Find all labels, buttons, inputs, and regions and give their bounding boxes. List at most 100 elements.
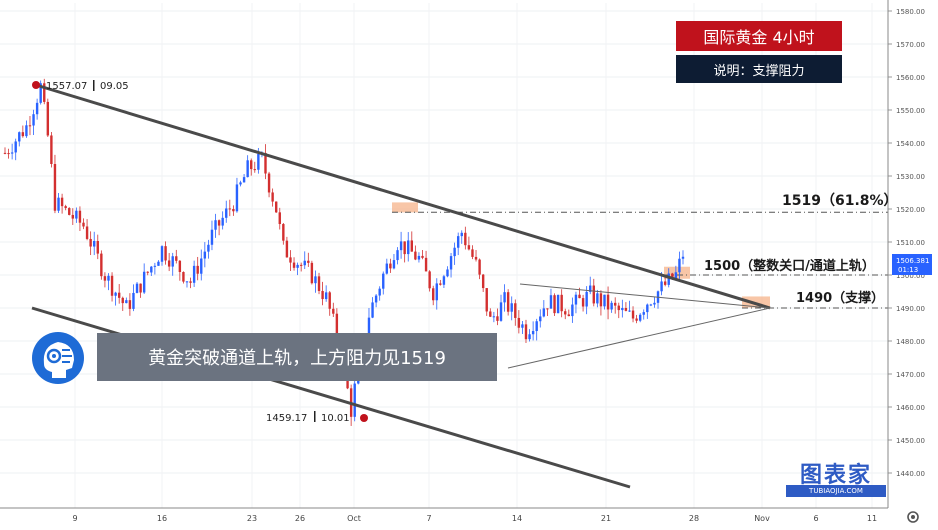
candle-body	[546, 308, 549, 310]
candle-body	[157, 261, 160, 266]
y-tick-label: 1500.00	[896, 272, 925, 280]
candle-body	[68, 208, 71, 215]
y-tick-label: 1460.00	[896, 404, 925, 412]
candle-body	[53, 163, 57, 211]
candle-body	[100, 253, 103, 277]
price-tag-value: 1506.381	[896, 257, 929, 265]
candle-body	[239, 182, 242, 185]
candle-body	[410, 240, 413, 252]
candle-body	[467, 245, 471, 250]
gear-icon[interactable]	[907, 511, 919, 523]
low-marker	[360, 414, 368, 422]
y-tick-label: 1450.00	[896, 437, 925, 445]
candle-body	[606, 294, 610, 310]
candle-body	[514, 303, 517, 318]
candle-body	[549, 295, 553, 309]
x-tick-label: 26	[295, 514, 305, 523]
candle-body	[296, 264, 299, 268]
candle-body	[146, 271, 149, 273]
candle-body	[439, 283, 442, 285]
candle-body	[75, 210, 78, 219]
candle-body	[396, 250, 399, 261]
candle-body	[232, 209, 235, 212]
candle-body	[578, 294, 581, 299]
candle-body	[449, 256, 453, 270]
candle-body	[603, 294, 606, 307]
high-date-label: 09.05	[100, 81, 129, 92]
candle-body	[421, 255, 424, 258]
candle-body	[378, 288, 381, 296]
candle-body	[503, 292, 506, 303]
candle-body	[653, 302, 656, 305]
trendlines	[31, 83, 771, 489]
candle-body	[21, 132, 25, 137]
candle-body	[25, 125, 28, 137]
candle-body	[614, 302, 617, 306]
candle-body	[235, 184, 239, 212]
candle-body	[571, 304, 574, 317]
x-tick-label: 23	[247, 514, 257, 523]
candle-body	[624, 307, 628, 311]
candle-body	[167, 260, 171, 267]
candle-body	[528, 334, 531, 340]
watermark-subtitle: TUBIAOJIA.COM	[786, 485, 886, 497]
candle-body	[142, 271, 146, 293]
candle-body	[210, 229, 214, 245]
y-tick-label: 1520.00	[896, 206, 925, 214]
candle-body	[153, 265, 157, 267]
candle-body	[171, 256, 174, 267]
candle-body	[275, 201, 278, 213]
candle-body	[242, 177, 246, 183]
candle-body	[253, 169, 256, 171]
triangle-lower-line	[507, 307, 771, 369]
candle-body	[681, 256, 685, 259]
candle-body	[135, 283, 139, 293]
candle-body	[663, 281, 667, 285]
candle-body	[278, 212, 281, 225]
low-separator	[314, 411, 316, 422]
candle-body	[628, 310, 631, 312]
chart-note-badge: 说明：支撑阻力	[676, 55, 842, 83]
support-resistance-levels	[392, 211, 888, 309]
high-marker	[32, 81, 40, 89]
candle-body	[531, 331, 535, 335]
candle-body	[424, 257, 428, 272]
candle-body	[282, 224, 285, 241]
candle-body	[189, 281, 192, 283]
candle-body	[556, 294, 560, 314]
candle-body	[389, 263, 392, 269]
high-price-label: 1557.07	[46, 81, 87, 92]
candle-body	[18, 132, 21, 142]
x-tick-label: 11	[867, 514, 877, 523]
candle-body	[82, 222, 85, 227]
candle-body	[481, 274, 485, 289]
channel-upper-line	[35, 83, 771, 310]
candle-body	[553, 295, 556, 314]
candle-body	[257, 153, 260, 170]
y-tick-label: 1440.00	[896, 470, 925, 478]
candle-body	[599, 293, 603, 307]
candle-body	[14, 141, 17, 153]
candle-body	[328, 292, 331, 309]
candle-body	[175, 256, 178, 261]
candle-body	[649, 304, 653, 306]
candle-body	[78, 210, 82, 223]
candle-body	[617, 305, 620, 311]
candle-body	[307, 260, 310, 263]
y-tick-label: 1480.00	[896, 338, 925, 346]
candle-body	[332, 308, 335, 314]
price-axis: 1440.00 1450.00 1460.00 1470.00 1480.00 1490.…	[887, 0, 925, 508]
candle-body	[39, 83, 42, 103]
candle-body	[228, 208, 232, 210]
candle-body	[114, 292, 117, 296]
candle-body	[510, 303, 513, 312]
candle-body	[371, 302, 374, 318]
candle-body	[35, 102, 39, 115]
candle-body	[324, 292, 328, 300]
candle-body	[635, 318, 638, 321]
x-tick-label: 21	[601, 514, 611, 523]
candle-body	[317, 276, 321, 291]
candle-body	[321, 290, 324, 300]
candle-body	[271, 192, 274, 202]
